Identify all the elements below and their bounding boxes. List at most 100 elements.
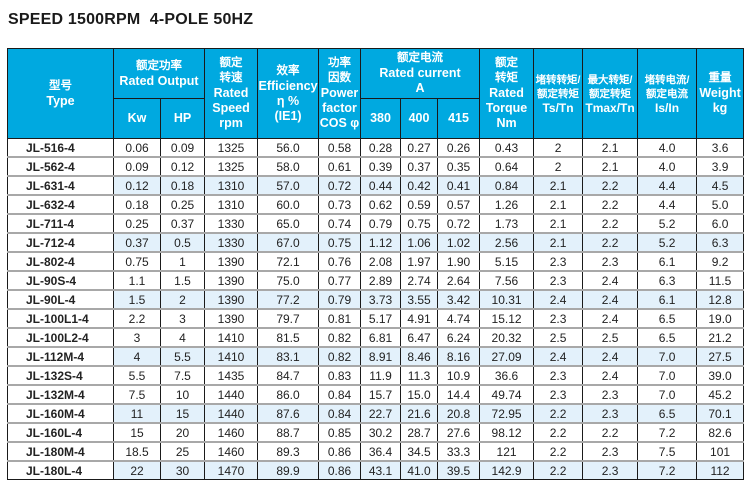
cell-hp: 5.5 <box>159 347 206 367</box>
header-tmax-tn: 最大转矩/ 额定转矩 Tmax/Tn <box>582 48 639 139</box>
speed-cn2: 转速 <box>219 72 243 84</box>
cell-hp: 4 <box>159 328 206 348</box>
cell-power-factor: 0.79 <box>318 290 362 310</box>
cell-torque: 142.9 <box>479 461 535 480</box>
cell-current-380: 0.79 <box>360 214 402 234</box>
cell-tmax-tn: 2.3 <box>582 461 639 480</box>
tmax-cn1: 最大转矩/ <box>587 73 633 86</box>
table-row: JL-516-4 0.06 0.09 1325 56.0 0.58 0.28 0.27 0.26… <box>7 138 745 158</box>
cell-power-factor: 0.83 <box>318 366 362 386</box>
table-row: JL-100L1-4 2.2 3 1390 79.7 0.81 5.17 4.91 4.74 15… <box>7 309 745 329</box>
cell-efficiency: 65.0 <box>257 214 320 234</box>
cell-current-415: 2.64 <box>437 271 481 291</box>
cell-weight: 39.0 <box>696 366 745 386</box>
cell-tmax-tn: 2.4 <box>582 309 639 329</box>
cell-is-in: 6.3 <box>637 271 698 291</box>
table-row: JL-711-4 0.25 0.37 1330 65.0 0.74 0.79 0.75 0.72… <box>7 214 745 234</box>
cell-ts-tn: 2.2 <box>533 404 584 424</box>
cell-current-380: 0.62 <box>360 195 402 215</box>
cell-type: JL-100L1-4 <box>7 309 114 329</box>
cell-weight: 6.0 <box>696 214 745 234</box>
cell-current-380: 43.1 <box>360 461 402 480</box>
eff-en: Efficiency <box>258 78 318 93</box>
cell-current-415: 6.24 <box>437 328 481 348</box>
cell-power-factor: 0.84 <box>318 385 362 405</box>
cell-hp: 30 <box>159 461 206 480</box>
cell-torque: 0.84 <box>479 176 535 196</box>
cell-power-factor: 0.86 <box>318 442 362 462</box>
cell-current-415: 0.72 <box>437 214 481 234</box>
cell-type: JL-516-4 <box>7 138 114 158</box>
cell-ts-tn: 2.2 <box>533 461 584 480</box>
cell-power-factor: 0.74 <box>318 214 362 234</box>
header-is-in: 堵转电流/ 额定电流 Is/In <box>637 48 698 139</box>
cell-kw: 3 <box>113 328 161 348</box>
cell-current-380: 6.81 <box>360 328 402 348</box>
cell-efficiency: 87.6 <box>257 404 320 424</box>
cell-weight: 6.3 <box>696 233 745 253</box>
cell-weight: 45.2 <box>696 385 745 405</box>
cell-torque: 15.12 <box>479 309 535 329</box>
cell-power-factor: 0.81 <box>318 309 362 329</box>
table-row: JL-90S-4 1.1 1.5 1390 75.0 0.77 2.89 2.74 2.64 7.… <box>7 271 745 291</box>
cell-kw: 18.5 <box>113 442 161 462</box>
table-row: JL-132S-4 5.5 7.5 1435 84.7 0.83 11.9 11.3 10.9 3… <box>7 366 745 386</box>
cell-current-400: 0.75 <box>400 214 439 234</box>
cell-efficiency: 89.3 <box>257 442 320 462</box>
cell-type: JL-631-4 <box>7 176 114 196</box>
cell-current-415: 39.5 <box>437 461 481 480</box>
weight-cn: 重量 <box>708 72 732 84</box>
cell-speed: 1390 <box>204 252 259 272</box>
cell-is-in: 4.4 <box>637 195 698 215</box>
header-efficiency: 效率 Efficiency η % (IE1) <box>257 48 320 139</box>
cell-kw: 1.5 <box>113 290 161 310</box>
cell-hp: 0.09 <box>159 138 206 158</box>
torque-en1: Rated <box>489 86 524 100</box>
cell-ts-tn: 2 <box>533 157 584 177</box>
cell-tmax-tn: 2.4 <box>582 347 639 367</box>
cell-current-380: 1.12 <box>360 233 402 253</box>
header-ts-tn: 堵转转矩/ 额定转矩 Ts/Tn <box>533 48 584 139</box>
cell-ts-tn: 2.5 <box>533 328 584 348</box>
cell-speed: 1460 <box>204 442 259 462</box>
table-row: JL-160L-4 15 20 1460 88.7 0.85 30.2 28.7 27.6 98.… <box>7 423 745 443</box>
cell-type: JL-711-4 <box>7 214 114 234</box>
cell-current-415: 0.26 <box>437 138 481 158</box>
pf-cn1: 功率 <box>328 57 352 69</box>
cell-current-380: 2.08 <box>360 252 402 272</box>
header-380v: 380 <box>360 98 402 139</box>
cell-speed: 1410 <box>204 347 259 367</box>
cell-current-400: 15.0 <box>400 385 439 405</box>
cell-kw: 15 <box>113 423 161 443</box>
cell-is-in: 7.2 <box>637 461 698 480</box>
cell-torque: 98.12 <box>479 423 535 443</box>
cell-is-in: 7.0 <box>637 347 698 367</box>
torque-cn2: 转矩 <box>495 72 519 84</box>
cell-is-in: 5.2 <box>637 233 698 253</box>
cell-hp: 20 <box>159 423 206 443</box>
cell-current-400: 6.47 <box>400 328 439 348</box>
cell-current-415: 0.35 <box>437 157 481 177</box>
table-row: JL-132M-4 7.5 10 1440 86.0 0.84 15.7 15.0 14.4 49… <box>7 385 745 405</box>
cell-speed: 1440 <box>204 385 259 405</box>
cell-current-380: 0.44 <box>360 176 402 196</box>
cell-tmax-tn: 2.5 <box>582 328 639 348</box>
cell-hp: 0.25 <box>159 195 206 215</box>
pf-en3: COS φ <box>319 116 360 130</box>
header-rated-output: 额定功率 Rated Output <box>112 48 206 99</box>
speed-en2: Speed <box>212 101 250 115</box>
cell-ts-tn: 2.3 <box>533 271 584 291</box>
cell-kw: 22 <box>113 461 161 480</box>
cell-current-400: 3.55 <box>400 290 439 310</box>
cell-power-factor: 0.75 <box>318 233 362 253</box>
cell-speed: 1310 <box>204 195 259 215</box>
cell-current-400: 4.91 <box>400 309 439 329</box>
cell-torque: 7.56 <box>479 271 535 291</box>
cell-current-380: 2.89 <box>360 271 402 291</box>
cell-hp: 7.5 <box>159 366 206 386</box>
current-cn: 额定电流 <box>397 52 444 64</box>
cell-power-factor: 0.72 <box>318 176 362 196</box>
cell-tmax-tn: 2.3 <box>582 252 639 272</box>
cell-weight: 70.1 <box>696 404 745 424</box>
cell-current-400: 0.27 <box>400 138 439 158</box>
